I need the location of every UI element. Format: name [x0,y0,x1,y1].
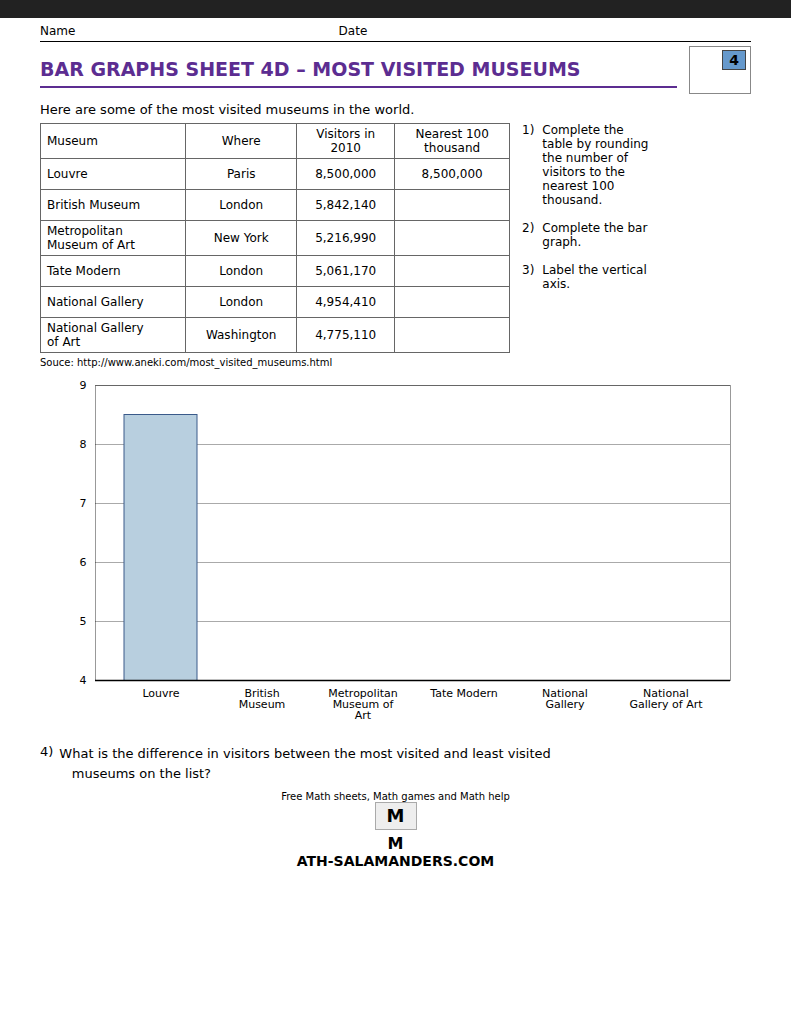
html-text:Paris: Paris [226,167,256,181]
svg-text:6: 6 [80,556,87,569]
html-text:London: London [219,198,264,212]
html-text:Washington: Washington [205,328,277,342]
html-text:2): 2) [522,221,535,235]
html-text:Where: Where [221,134,261,148]
html-text:Here are some of the most visi: Here are some of the most visited museum… [40,102,415,117]
html-text:Tate Modern: Tate Modern [47,264,121,278]
html-text:National Gallery: National Gallery [47,295,144,309]
html-text:Museum: Museum [47,134,98,148]
html-text:4,775,110: 4,775,110 [315,328,377,342]
html-text:BAR GRAPHS SHEET 4D – MOST VIS: BAR GRAPHS SHEET 4D – MOST VISITED MUSEU… [40,58,581,80]
svg-text:MetropolitanMuseum ofArt: MetropolitanMuseum ofArt [328,687,397,722]
html-text:M: M [387,834,404,853]
html-text:ATH-SALAMANDERS.COM: ATH-SALAMANDERS.COM [296,853,495,869]
html-text:Complete the bar graph.: Complete the bar graph. [542,221,648,249]
html-text:Louvre: Louvre [47,167,88,181]
html-text:5,216,990: 5,216,990 [315,231,377,245]
svg-text:8: 8 [80,438,87,451]
svg-text:Louvre: Louvre [142,687,179,700]
html-text:1): 1) [522,123,535,137]
html-text:Date: Date [338,24,368,38]
html-text:5,061,170: 5,061,170 [315,264,377,278]
html-text:London: London [219,295,264,309]
svg-text:7: 7 [80,497,87,510]
html-text:8,500,000: 8,500,000 [315,167,377,181]
svg-text:4: 4 [80,674,87,687]
html-text:Visitors in 2010: Visitors in 2010 [316,127,376,155]
svg-text:NationalGallery: NationalGallery [542,687,588,711]
svg-text:BritishMuseum: BritishMuseum [239,687,286,711]
html-text:Name: Name [40,24,76,38]
html-text:Complete the table by rounding: Complete the table by rounding the numbe… [542,123,649,207]
html-text:3): 3) [522,263,535,277]
html-text:Souce: http://www.aneki.com/mo: Souce: http://www.aneki.com/most_visited… [40,357,333,368]
html-text:National Gallery of Art: National Gallery of Art [47,321,144,349]
svg-text:9: 9 [80,379,87,392]
html-text:New York: New York [213,231,269,245]
html-text:Metropolitan Museum of Art: Metropolitan Museum of Art [47,224,135,252]
html-text:4: 4 [729,52,739,68]
html-text:5,842,140: 5,842,140 [315,198,377,212]
html-text:Free Math sheets, Math games a: Free Math sheets, Math games and Math he… [281,791,510,802]
svg-text:5: 5 [80,615,87,628]
html-text:4,954,410: 4,954,410 [315,295,377,309]
html-text:8,500,000: 8,500,000 [421,167,483,181]
html-text:4) What is the difference in v: 4) What is the difference in visitors be… [40,744,551,781]
html-text:London: London [219,264,264,278]
svg-text:NationalGallery of Art: NationalGallery of Art [629,687,703,711]
svg-text:Tate Modern: Tate Modern [429,687,498,700]
html-text:British Museum: British Museum [47,198,141,212]
html-text:M: M [386,805,405,826]
html-text:Label the vertical axis.: Label the vertical axis. [542,263,647,291]
html-text:Nearest 100 thousand: Nearest 100 thousand [415,127,489,155]
